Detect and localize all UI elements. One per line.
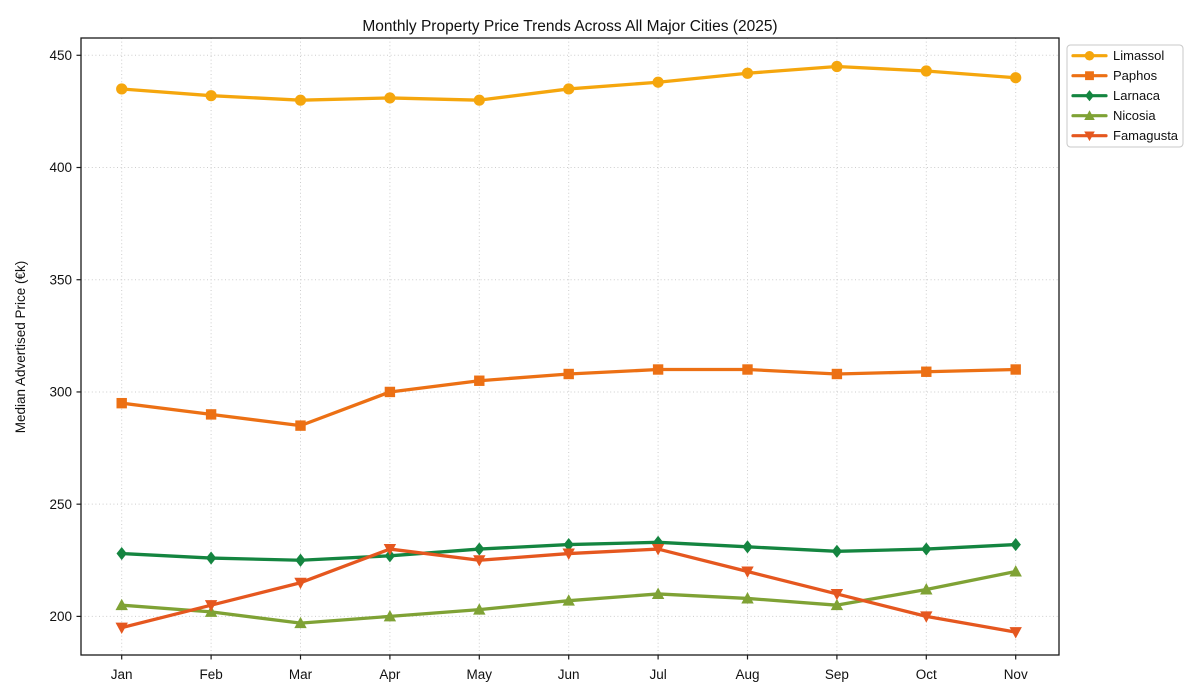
- legend-label: Famagusta: [1113, 128, 1179, 143]
- axes: 200 250 300 350 400 450 Jan Feb Mar Apr May Jun Jul A…: [49, 37, 1060, 682]
- data-point-marker: [1010, 364, 1021, 375]
- y-tick-label: 200: [49, 609, 72, 624]
- data-point-marker: [295, 553, 306, 567]
- data-point-marker: [474, 542, 485, 556]
- data-point-marker: [384, 549, 396, 563]
- data-point-marker: [921, 366, 932, 377]
- x-tick-label: Feb: [199, 667, 222, 682]
- data-point-marker: [205, 551, 217, 565]
- x-tick-label: May: [467, 667, 493, 682]
- data-point-marker: [831, 60, 843, 73]
- series-paphos: [116, 364, 1021, 431]
- data-point-marker: [920, 65, 932, 77]
- series-limassol: [116, 60, 1022, 106]
- data-point-marker: [742, 364, 753, 375]
- data-point-marker: [920, 611, 933, 623]
- data-point-marker: [205, 409, 217, 420]
- legend-label: Paphos: [1113, 68, 1158, 83]
- x-tick-label: Jul: [649, 667, 666, 682]
- data-point-marker: [652, 76, 664, 88]
- data-point-marker: [116, 397, 127, 409]
- data-point-marker: [741, 566, 754, 578]
- data-point-marker: [294, 94, 307, 106]
- data-point-marker: [830, 598, 844, 611]
- legend-item-larnaca: Larnaca: [1071, 88, 1161, 103]
- data-point-marker: [920, 583, 933, 595]
- data-point-marker: [563, 83, 575, 95]
- y-tick-label: 350: [49, 272, 72, 287]
- data-point-marker: [473, 555, 486, 567]
- data-point-marker: [1010, 72, 1022, 84]
- data-point-marker: [1084, 50, 1095, 61]
- legend-label: Limassol: [1113, 48, 1164, 63]
- x-tick-label: Sep: [825, 667, 849, 682]
- chart-title: Monthly Property Price Trends Across All…: [362, 18, 777, 35]
- data-point-marker: [474, 375, 485, 386]
- data-point-marker: [116, 546, 127, 561]
- data-point-marker: [204, 600, 218, 612]
- data-point-marker: [1084, 110, 1095, 120]
- data-point-marker: [116, 83, 128, 95]
- legend-box: [1066, 44, 1184, 148]
- legend-item-paphos: Paphos: [1071, 68, 1158, 83]
- legend-item-nicosia: Nicosia: [1071, 108, 1156, 123]
- y-tick-label: 450: [49, 48, 72, 63]
- data-point-marker: [741, 592, 754, 604]
- data-point-marker: [1009, 565, 1022, 577]
- data-point-marker: [383, 609, 397, 622]
- data-point-marker: [1009, 627, 1022, 639]
- data-point-marker: [1085, 71, 1094, 81]
- data-point-marker: [563, 537, 574, 552]
- y-tick-label: 250: [49, 497, 72, 512]
- legend-label: Larnaca: [1113, 88, 1161, 103]
- data-series: [115, 60, 1022, 639]
- x-tick-label: Nov: [1004, 667, 1028, 682]
- data-point-marker: [384, 92, 396, 104]
- data-point-marker: [383, 544, 397, 556]
- data-point-marker: [473, 603, 486, 615]
- data-point-marker: [651, 587, 665, 599]
- data-point-marker: [115, 622, 128, 635]
- data-point-marker: [651, 544, 665, 556]
- data-point-marker: [1085, 90, 1094, 102]
- x-tick-label: Oct: [916, 667, 937, 682]
- data-point-marker: [1010, 537, 1021, 552]
- data-point-marker: [830, 588, 844, 601]
- data-point-marker: [563, 368, 574, 380]
- x-tick-label: Mar: [289, 667, 313, 682]
- data-point-marker: [205, 90, 217, 102]
- data-point-marker: [1084, 131, 1095, 142]
- data-point-marker: [295, 420, 306, 431]
- data-point-marker: [742, 540, 753, 554]
- y-tick-label: 400: [49, 160, 72, 175]
- x-tick-label: Jan: [111, 667, 133, 682]
- x-tick-label: Jun: [558, 667, 580, 682]
- series-famagusta: [115, 544, 1022, 639]
- data-point-marker: [652, 364, 664, 375]
- plot-border: [80, 37, 1060, 656]
- data-point-marker: [384, 386, 396, 398]
- data-point-marker: [473, 94, 485, 106]
- data-point-marker: [115, 598, 128, 611]
- data-point-marker: [562, 548, 575, 560]
- x-tick-label: Aug: [735, 667, 759, 682]
- legend-item-famagusta: Famagusta: [1071, 128, 1179, 143]
- data-point-marker: [294, 616, 307, 629]
- data-point-marker: [831, 368, 843, 380]
- data-point-marker: [562, 594, 575, 606]
- legend-item-limassol: Limassol: [1071, 48, 1164, 63]
- data-point-marker: [831, 544, 843, 558]
- legend: Limassol Paphos Larnaca Nicosia Famagusta: [1066, 44, 1184, 148]
- x-tick-label: Apr: [379, 667, 401, 682]
- legend-label: Nicosia: [1113, 108, 1156, 123]
- data-point-marker: [741, 67, 754, 79]
- y-tick-label: 300: [49, 385, 72, 400]
- data-point-marker: [921, 542, 932, 556]
- y-axis-label: Median Advertised Price (€k): [13, 261, 28, 434]
- data-point-marker: [294, 577, 307, 590]
